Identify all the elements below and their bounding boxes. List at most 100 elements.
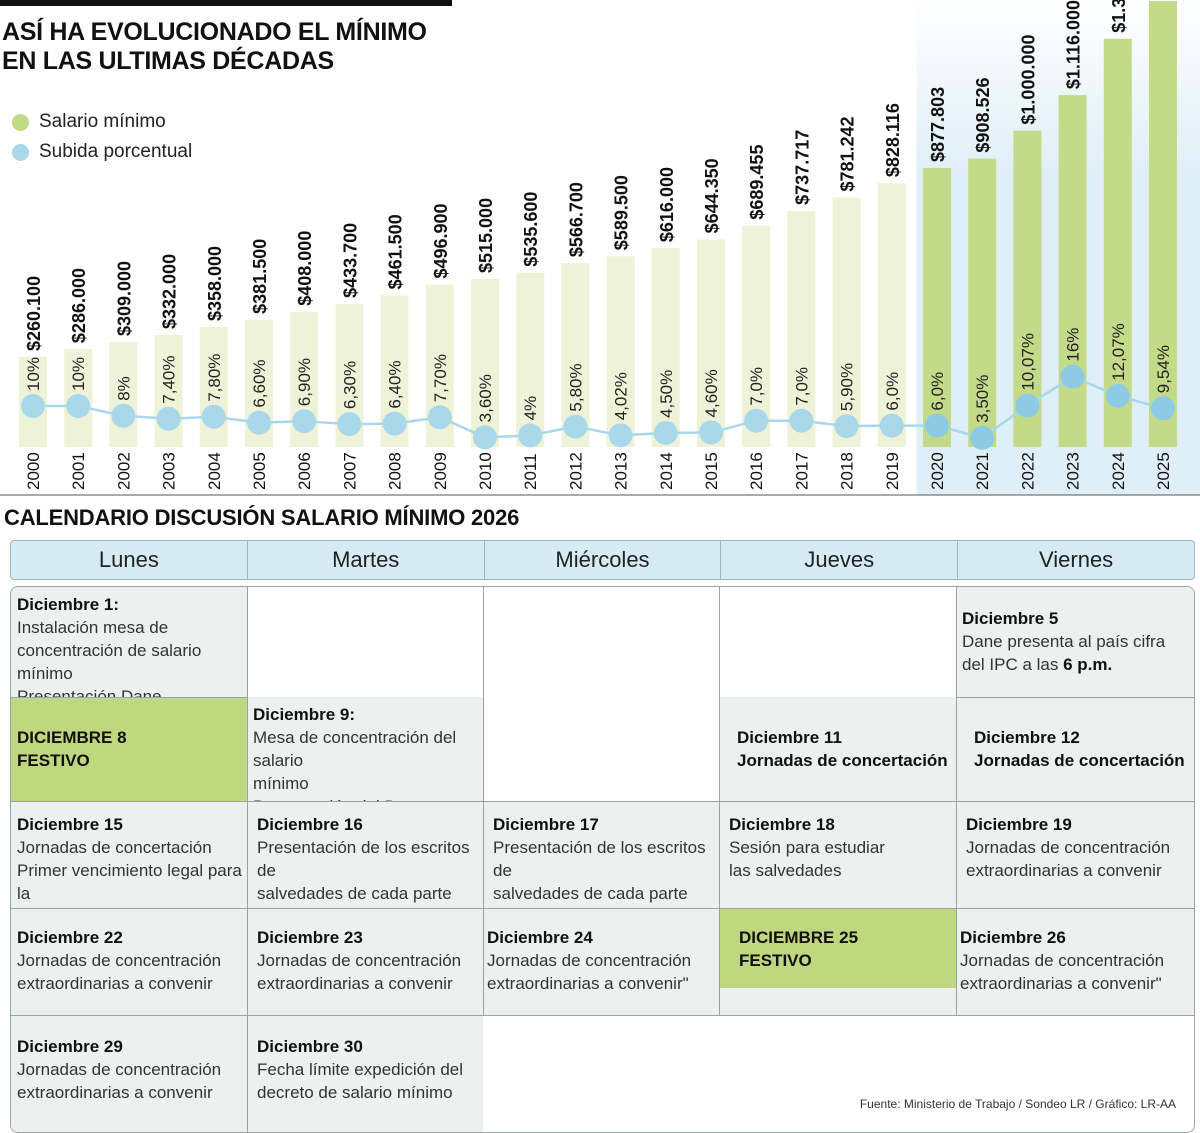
- percent-label-2005: 6,60%: [250, 359, 269, 407]
- day-header-lunes: Lunes: [11, 541, 248, 579]
- bar-value-label-2012: $566.700: [566, 182, 586, 257]
- legend-salario-label: Salario mínimo: [39, 111, 166, 132]
- year-label-2003: 2003: [160, 452, 179, 490]
- percent-label-2014: 4,50%: [657, 370, 676, 418]
- year-label-2006: 2006: [295, 452, 314, 490]
- percent-label-2016: 7,0%: [747, 367, 766, 406]
- percent-dot-2020: [925, 413, 949, 438]
- year-label-2023: 2023: [1064, 452, 1083, 490]
- percent-dot-2009: [427, 405, 452, 430]
- year-label-2010: 2010: [476, 452, 495, 490]
- cell-diciembre-16: Diciembre 16 Presentación de los escrito…: [247, 801, 483, 908]
- percent-dot-2016: [744, 408, 769, 433]
- year-label-2024: 2024: [1109, 452, 1128, 490]
- year-label-2012: 2012: [566, 452, 585, 490]
- bar-value-label-2011: $535.600: [521, 192, 541, 267]
- top-rule: [0, 0, 452, 6]
- day-header-viernes: Viernes: [1038, 547, 1114, 572]
- cell-date: Diciembre 1:: [17, 595, 120, 614]
- cell-date: Diciembre 17: [493, 815, 599, 834]
- percent-dot-2006: [292, 409, 317, 434]
- bar-value-label-2022: $1.000.000: [1018, 34, 1038, 124]
- percent-label-2011: 4%: [521, 396, 540, 421]
- bar-value-label-2016: $689.455: [747, 145, 767, 220]
- bar-value-label-2008: $461.500: [386, 214, 406, 289]
- bar-value-label-2021: $908.526: [973, 78, 993, 153]
- cell-diciembre-5: Diciembre 5 Dane presenta al país cifra …: [956, 587, 1194, 697]
- grid-line: [11, 801, 1194, 802]
- year-label-2000: 2000: [24, 452, 43, 490]
- cell-diciembre-15: Diciembre 15 Jornadas de concertación Pr…: [11, 801, 247, 949]
- bar-2017: [787, 210, 816, 447]
- year-label-2007: 2007: [340, 452, 359, 490]
- chart-title: ASÍ HA EVOLUCIONADO EL MÍNIMO EN LAS ULT…: [2, 18, 427, 76]
- cell-diciembre-17: Diciembre 17 Presentación de los escrito…: [483, 801, 719, 908]
- percent-dot-2017: [789, 408, 814, 433]
- percent-label-2010: 3,60%: [476, 374, 495, 422]
- cell-diciembre-9: Diciembre 9: Mesa de concentración del s…: [247, 697, 483, 816]
- bar-value-label-2015: $644.350: [702, 158, 722, 233]
- cell-date: Diciembre 29: [17, 1037, 123, 1056]
- cell-date: DICIEMBRE 8: [17, 728, 127, 747]
- percent-dot-2024: [1105, 383, 1130, 408]
- cell-text-bold: 6 p.m.: [1063, 655, 1113, 674]
- percent-dot-2018: [834, 414, 859, 439]
- percent-label-2013: 4,02%: [612, 372, 631, 420]
- legend-subida: Subida porcentual: [12, 141, 192, 163]
- year-label-2019: 2019: [883, 452, 902, 490]
- bar-2019: [877, 183, 906, 447]
- percent-dot-2010: [473, 425, 497, 450]
- percent-label-2003: 7,40%: [160, 356, 179, 404]
- bar-2011: [516, 272, 545, 447]
- percent-dot-2003: [156, 406, 181, 431]
- bar-2024: [1103, 38, 1132, 448]
- percent-label-2020: 6,0%: [928, 372, 947, 411]
- cell-diciembre-19: Diciembre 19 Jornadas de concentración e…: [956, 801, 1194, 908]
- percent-dot-2000: [21, 394, 45, 418]
- chart-title-line-2: EN LAS ULTIMAS DÉCADAS: [2, 47, 334, 75]
- cell-text: Jornadas de concentración extraordinaria…: [960, 951, 1165, 993]
- bar-value-label-2018: $781.242: [838, 116, 858, 191]
- bar-value-label-2001: $286.000: [69, 268, 89, 343]
- legend-salario-swatch: [12, 113, 29, 131]
- cell-text: Fecha límite expedición del decreto de s…: [257, 1060, 464, 1102]
- bar-value-label-2007: $433.700: [340, 223, 360, 298]
- cell-text: Jornadas de concertación: [974, 751, 1185, 770]
- cell-text: FESTIVO: [739, 951, 812, 970]
- cell-diciembre-8-festivo: DICIEMBRE 8 FESTIVO: [11, 697, 247, 801]
- year-label-2001: 2001: [69, 452, 88, 490]
- percent-dot-2011: [518, 423, 543, 448]
- cell-text-pre: Dane presenta al país cifra del IPC a la…: [962, 632, 1166, 674]
- calendar-grid: Diciembre 1: Instalación mesa de concent…: [10, 586, 1195, 1133]
- cell-date: Diciembre 9:: [253, 705, 356, 724]
- cell-diciembre-25-fill: [719, 988, 956, 1015]
- cell-date: Diciembre 18: [729, 815, 835, 834]
- percent-label-2018: 5,90%: [838, 363, 857, 411]
- cell-diciembre-22: Diciembre 22 Jornadas de concentración e…: [11, 908, 247, 1015]
- year-label-2009: 2009: [431, 452, 450, 490]
- cell-diciembre-1: Diciembre 1: Instalación mesa de concent…: [11, 587, 247, 706]
- year-label-2004: 2004: [205, 452, 224, 490]
- year-label-2013: 2013: [612, 452, 631, 490]
- bar-value-label-2023: $1.116.000: [1064, 0, 1084, 89]
- percent-label-2024: 12,07%: [1109, 323, 1128, 381]
- grid-line: [247, 587, 248, 1132]
- year-label-2014: 2014: [657, 452, 676, 490]
- calendar-header: Lunes Martes Miércoles Jueves Viernes: [10, 540, 1195, 580]
- cell-text: Jornadas de concentración extraordinaria…: [17, 951, 222, 993]
- bar-2021: [968, 158, 997, 448]
- cell-diciembre-29: Diciembre 29 Jornadas de concentración e…: [11, 1015, 247, 1132]
- cell-date: DICIEMBRE 25: [739, 928, 859, 947]
- bar-value-label-2017: $737.717: [792, 130, 812, 205]
- cell-date: Diciembre 16: [257, 815, 363, 834]
- year-label-2005: 2005: [250, 452, 269, 490]
- salary-chart: $260.100 2000 $286.000 2001 $309.000 2002 $332…: [0, 0, 1200, 496]
- cell-diciembre-11: Diciembre 11 Jornadas de concertación: [719, 697, 956, 801]
- legend-subida-swatch: [12, 143, 29, 161]
- percent-dot-2007: [337, 412, 362, 437]
- percent-label-2015: 4,60%: [702, 369, 721, 417]
- percent-label-2017: 7,0%: [792, 367, 811, 406]
- bar-2015: [697, 239, 725, 447]
- cell-text: Presentación de los escritos de salvedad…: [257, 838, 470, 903]
- percent-label-2022: 10,07%: [1018, 333, 1037, 391]
